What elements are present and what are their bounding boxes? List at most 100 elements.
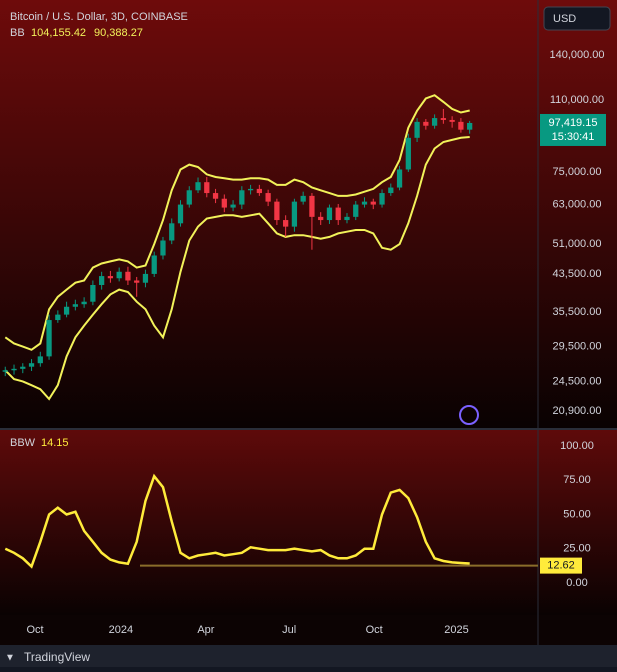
candle-body	[265, 193, 271, 202]
candle-body	[81, 301, 87, 305]
x-tick-label: 2024	[109, 624, 133, 636]
candle-body	[291, 201, 298, 227]
price-pane	[0, 0, 617, 428]
footer-brand: TradingView	[24, 650, 90, 664]
candle-body	[309, 195, 315, 217]
bbw-legend: 14.15	[41, 437, 69, 449]
y-tick-label: 50.00	[563, 508, 591, 520]
candle-body	[431, 118, 438, 126]
y-tick-label: 29,500.00	[553, 341, 602, 353]
time-axis	[0, 615, 617, 645]
candle-body	[318, 216, 324, 221]
candle-body	[379, 193, 385, 205]
x-tick-label: Oct	[366, 624, 383, 636]
price-label: 97,419.15	[549, 117, 598, 129]
x-tick-label: Jul	[282, 624, 296, 636]
bbw-pane	[0, 430, 617, 615]
candle-body	[370, 201, 376, 205]
candle-body	[230, 204, 236, 208]
candle-body	[90, 284, 96, 302]
candle-body	[440, 118, 446, 120]
candle-body	[177, 204, 184, 224]
candle-body	[212, 193, 219, 199]
bbw-name: BBW	[10, 437, 36, 449]
candle-body	[20, 366, 26, 369]
y-tick-label: 24,500.00	[553, 375, 602, 387]
y-tick-label: 20,900.00	[553, 405, 602, 417]
candle-body	[28, 363, 35, 367]
x-tick-label: Oct	[26, 624, 43, 636]
y-tick-label: 25.00	[563, 543, 591, 555]
candle-body	[423, 121, 429, 126]
y-tick-label: 35,500.00	[553, 306, 602, 318]
x-tick-label: Apr	[197, 624, 214, 636]
candle-body	[353, 204, 359, 217]
candle-body	[344, 216, 350, 221]
candle-body	[195, 182, 201, 191]
candle-body	[99, 276, 105, 285]
candle-body	[396, 169, 403, 188]
candle-body	[283, 220, 289, 227]
candle-body	[361, 201, 368, 205]
candle-body	[46, 320, 52, 357]
candle-body	[274, 201, 280, 221]
reference-label-box	[540, 557, 582, 574]
candle-body	[107, 276, 114, 279]
candle-body	[134, 280, 140, 283]
legend-lower: 90,388.27	[94, 27, 143, 39]
currency-button[interactable]	[543, 6, 611, 31]
bollinger-band	[4, 94, 470, 351]
y-tick-label: 100.00	[560, 440, 594, 452]
y-tick-label: 140,000.00	[549, 49, 604, 61]
price-plot	[2, 94, 473, 401]
candle-body	[326, 207, 333, 221]
y-tick-label: 43,500.00	[553, 268, 602, 280]
candle-body	[125, 271, 131, 281]
y-tick-label: 51,000.00	[553, 238, 602, 250]
currency-label: USD	[553, 13, 576, 25]
candle-body	[300, 195, 306, 202]
candle-body	[239, 190, 245, 205]
y-tick-label: 63,000.00	[553, 198, 602, 210]
candle-body	[11, 368, 17, 371]
candle-body	[55, 314, 61, 321]
candle-body	[247, 188, 254, 191]
candle-body	[186, 190, 192, 205]
candle-body	[63, 306, 70, 315]
candle-body	[458, 121, 464, 130]
bollinger-band	[4, 136, 470, 401]
countdown: 15:30:41	[552, 131, 595, 143]
candle-body	[72, 304, 78, 307]
candle-body	[151, 255, 157, 274]
reference-label: 12.62	[547, 560, 575, 572]
candle-body	[467, 122, 473, 130]
y-tick-label: 110,000.00	[550, 94, 604, 106]
chart-title: Bitcoin / U.S. Dollar, 3D, COINBASE	[10, 11, 188, 23]
candle-body	[388, 187, 394, 194]
candle-body	[335, 207, 341, 221]
logo-mark: ▼	[5, 653, 15, 664]
y-tick-label: 0.00	[566, 577, 587, 589]
price-label-box	[540, 113, 606, 146]
candle-body	[204, 182, 210, 194]
x-tick-label: 2025	[444, 624, 468, 636]
assistant-icon[interactable]	[459, 405, 479, 425]
indicator-name: BB	[10, 27, 25, 39]
candle-body	[256, 188, 262, 194]
legend-upper: 104,155.42	[31, 27, 86, 39]
candle-body	[160, 240, 166, 256]
candle-body	[116, 271, 122, 279]
candle-body	[169, 223, 175, 241]
y-tick-label: 75.00	[563, 474, 591, 486]
candle-body	[142, 273, 149, 283]
footer-bar	[0, 645, 617, 667]
candle-body	[414, 121, 420, 138]
candle-body	[405, 137, 411, 170]
axes: Oct 2024 Apr Jul Oct 2025 140,000.00 110,000.00…	[26, 49, 606, 636]
bbw-plot	[4, 473, 538, 569]
candle-body	[449, 119, 455, 122]
candle-body	[221, 198, 227, 208]
bbw-line	[4, 473, 470, 569]
